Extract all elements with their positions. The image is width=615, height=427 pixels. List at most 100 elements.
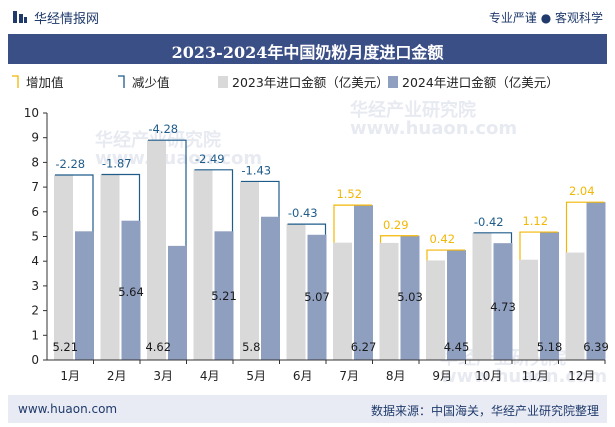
legend-2023-swatch bbox=[218, 76, 228, 88]
y-tick-label: 8 bbox=[31, 155, 39, 169]
bar-2023 bbox=[286, 224, 306, 360]
value-2024-label: 5.21 bbox=[52, 340, 78, 354]
x-tick-label: 2月 bbox=[107, 369, 127, 383]
watermark-url: www.huaon.com bbox=[440, 366, 607, 387]
x-axis: 1月 2月 3月 4月 5月 6月 7月 8月 9月 10月 11月 12月 bbox=[47, 359, 606, 383]
bar-2023 bbox=[426, 260, 445, 360]
bar-2024 bbox=[586, 202, 606, 360]
x-tick-label: 8月 bbox=[386, 369, 406, 383]
legend-2024-swatch bbox=[388, 76, 398, 88]
tagline: 专业严谨 ● 客观科学 bbox=[488, 11, 603, 25]
title-bar: 2023-2024年中国奶粉月度进口金额 bbox=[8, 34, 607, 64]
increase-bracket bbox=[333, 204, 372, 243]
legend-increase-swatch bbox=[12, 75, 19, 88]
bar-2024 bbox=[354, 205, 373, 360]
increase-bracket bbox=[426, 249, 465, 261]
change-label: 2.04 bbox=[569, 184, 595, 198]
change-label: -4.28 bbox=[148, 122, 178, 136]
y-tick-label: 1 bbox=[31, 328, 39, 342]
x-tick-label: 4月 bbox=[200, 369, 220, 383]
watermark-url: www.huaon.com bbox=[350, 118, 517, 139]
bar-2023 bbox=[379, 242, 399, 360]
bar-group: -1.87 5.64 bbox=[100, 157, 144, 360]
value-2024-label: 5.64 bbox=[118, 285, 144, 299]
bar-2023 bbox=[240, 181, 259, 360]
watermark-url: www.huaon.com bbox=[95, 148, 262, 169]
decrease-bracket bbox=[194, 169, 234, 232]
bar-2024 bbox=[261, 216, 280, 360]
value-2024-label: 5.21 bbox=[211, 289, 237, 303]
bar-2023 bbox=[472, 232, 492, 360]
brand-logo-icon bbox=[13, 11, 27, 23]
bar-group: -1.43 5.8 bbox=[240, 163, 280, 360]
bar-2023 bbox=[565, 252, 585, 360]
change-label: 1.12 bbox=[522, 214, 548, 228]
decrease-bracket bbox=[241, 180, 280, 217]
legend-increase: 增加值 bbox=[12, 75, 64, 90]
legend-decrease: 减少值 bbox=[118, 75, 170, 90]
x-tick-label: 10月 bbox=[475, 369, 502, 383]
y-tick-label: 7 bbox=[31, 180, 39, 194]
x-tick-label: 1月 bbox=[60, 369, 80, 383]
value-2024-label: 5.03 bbox=[397, 290, 423, 304]
change-label: -1.43 bbox=[241, 163, 271, 177]
decrease-bracket bbox=[101, 173, 141, 221]
bar-group: -0.42 4.73 bbox=[472, 215, 516, 360]
increase-bracket bbox=[565, 201, 605, 253]
bar-group: 0.42 4.45 bbox=[426, 232, 469, 360]
data-source: 数据来源：中国海关，华经产业研究院整理 bbox=[370, 404, 599, 418]
x-tick-label: 3月 bbox=[153, 369, 173, 383]
watermark-group: 华经产业研究院www.huaon.com华经产业研究院www.huaon.com… bbox=[95, 99, 607, 387]
bars-group: -2.285.21-1.875.64-4.284.62-2.495.21-1.4… bbox=[52, 122, 609, 360]
bar-group: 1.52 6.27 bbox=[333, 187, 376, 360]
bar-2024 bbox=[307, 234, 327, 360]
legend-increase-label: 增加值 bbox=[26, 75, 64, 90]
brand-name: 华经情报网 bbox=[34, 12, 100, 27]
x-tick-label: 5月 bbox=[246, 369, 266, 383]
change-label: -1.87 bbox=[102, 157, 132, 171]
bar-2024 bbox=[121, 220, 141, 360]
bar-group: 1.12 5.18 bbox=[519, 214, 562, 360]
increase-bracket bbox=[379, 235, 419, 243]
website-link[interactable]: www.huaon.com bbox=[18, 402, 118, 416]
footer: www.huaon.com 数据来源：中国海关，华经产业研究院整理 bbox=[8, 395, 607, 423]
chart-title: 2023-2024年中国奶粉月度进口金额 bbox=[171, 43, 444, 62]
bar-group: -0.43 5.07 bbox=[286, 206, 330, 360]
bar-2024 bbox=[168, 245, 187, 360]
change-label: 0.29 bbox=[383, 218, 409, 232]
bar-2023 bbox=[193, 169, 213, 360]
bar-2024 bbox=[447, 250, 466, 360]
change-label: -0.42 bbox=[474, 215, 504, 229]
x-tick-label: 12月 bbox=[568, 369, 595, 383]
bar-group: 2.04 6.39 bbox=[565, 184, 609, 360]
bar-2023 bbox=[333, 242, 352, 360]
y-tick-label: 6 bbox=[31, 205, 39, 219]
x-tick-label: 11月 bbox=[522, 369, 549, 383]
x-tick-label: 9月 bbox=[432, 369, 452, 383]
legend-decrease-label: 减少值 bbox=[132, 75, 170, 90]
value-2024-label: 5.07 bbox=[304, 290, 330, 304]
chart-legend: 增加值 减少值 2023年进口金额（亿美元） 2024年进口金额（亿美元） bbox=[12, 75, 559, 90]
y-tick-label: 4 bbox=[31, 254, 39, 268]
bar-group: -2.49 5.21 bbox=[193, 152, 237, 360]
y-tick-label: 9 bbox=[31, 131, 39, 145]
y-axis: 0 1 2 3 4 5 6 7 8 9 10 bbox=[24, 106, 48, 367]
bar-group: 0.29 5.03 bbox=[379, 218, 423, 360]
bar-2023 bbox=[519, 259, 538, 360]
top-bar: 华经情报网 专业严谨 ● 客观科学 bbox=[0, 0, 615, 34]
chart: 华经产业研究院www.huaon.com华经产业研究院www.huaon.com… bbox=[12, 75, 609, 387]
bar-2024 bbox=[493, 243, 513, 360]
y-tick-label: 0 bbox=[31, 353, 39, 367]
decrease-bracket bbox=[55, 174, 94, 232]
x-tick-label: 7月 bbox=[339, 369, 359, 383]
change-label: -2.49 bbox=[195, 152, 225, 166]
legend-2023-label: 2023年进口金额（亿美元） bbox=[232, 75, 389, 90]
legend-2023: 2023年进口金额（亿美元） bbox=[218, 75, 389, 90]
change-label: -0.43 bbox=[288, 206, 318, 220]
decrease-bracket bbox=[473, 232, 513, 244]
bar-2023 bbox=[147, 140, 166, 360]
bar-2023 bbox=[54, 174, 73, 360]
bar-2024 bbox=[540, 232, 559, 360]
watermark-text: 华经产业研究院 bbox=[350, 99, 476, 121]
